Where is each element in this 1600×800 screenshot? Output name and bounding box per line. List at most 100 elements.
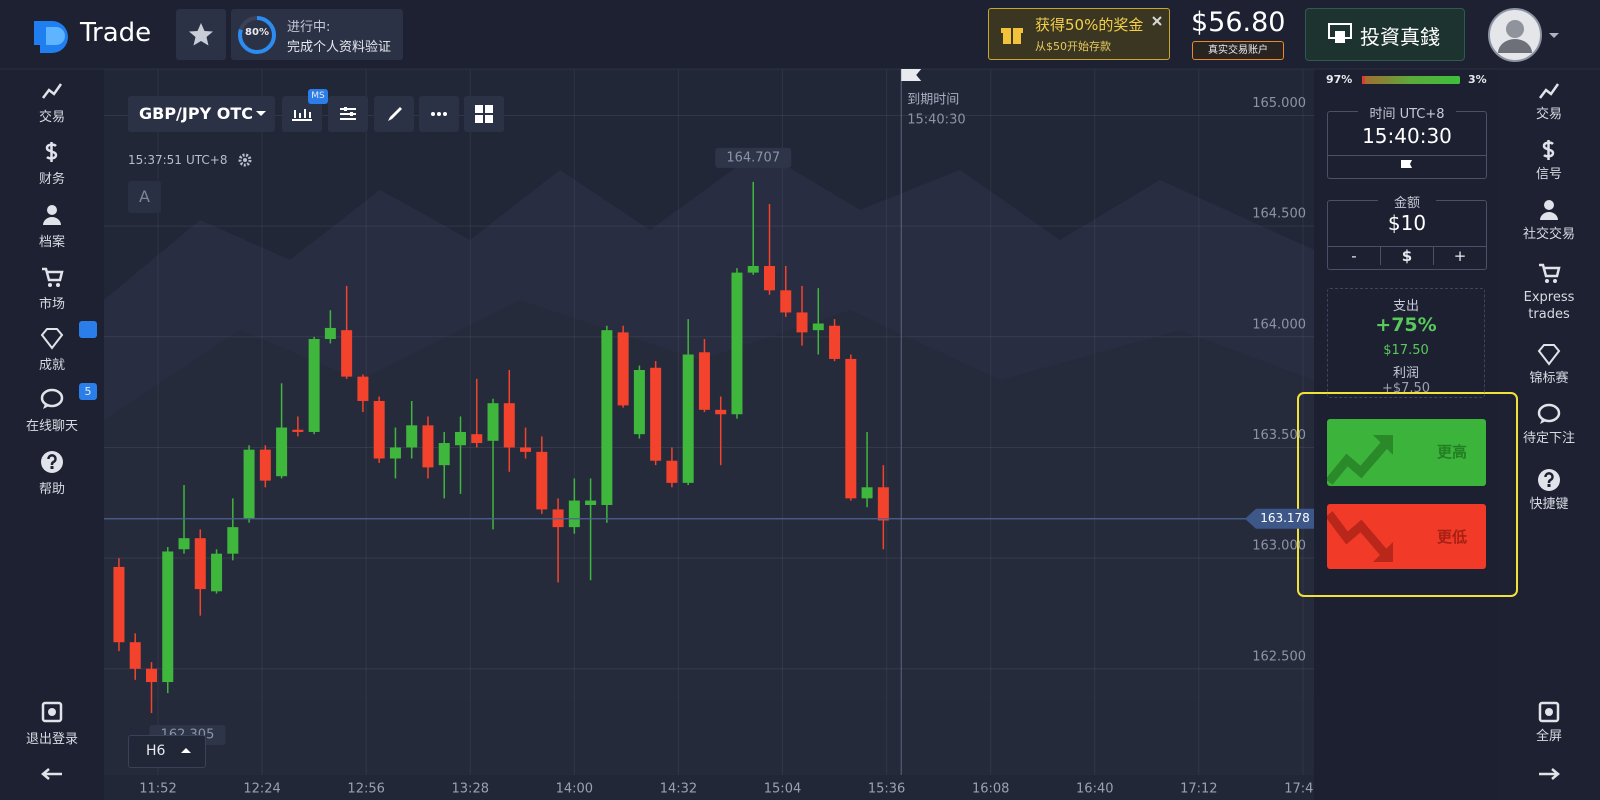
minus[interactable]: - — [1328, 247, 1381, 265]
nav-label: 档案 — [38, 235, 65, 250]
favorite[interactable] — [176, 9, 226, 60]
candle-body — [568, 500, 580, 528]
candle-body — [227, 527, 239, 554]
lower-button[interactable]: 更低 — [1327, 504, 1486, 569]
sentiment-up: 3% — [1468, 73, 1487, 86]
currency[interactable]: $ — [1381, 247, 1434, 265]
draw[interactable] — [374, 96, 414, 132]
y-tick-label: 164.500 — [1252, 207, 1306, 222]
profit: +$7.50 — [1381, 381, 1431, 396]
cta[interactable]: 投資真錢 — [1305, 8, 1465, 61]
candle-body — [650, 367, 662, 461]
x-tick-label: 15:36 — [868, 782, 905, 797]
close[interactable] — [1151, 15, 1163, 27]
nav-icon — [45, 142, 58, 162]
nav-item[interactable]: 在线聊天 — [0, 387, 104, 434]
expand[interactable] — [1537, 766, 1561, 780]
badge: MS — [308, 89, 328, 104]
higher-label: 更高 — [1437, 443, 1468, 461]
time-box[interactable]: 时间 UTC+8 15:40:30 — [1327, 103, 1487, 179]
nav-label: 信号 — [1535, 167, 1562, 182]
more[interactable] — [419, 96, 459, 132]
logo-icon — [34, 21, 68, 53]
sentiment-down: 97% — [1326, 73, 1353, 86]
nav-item[interactable]: 信号 — [1498, 138, 1600, 183]
high-marker-bg — [715, 147, 792, 168]
progress-arc — [238, 16, 276, 54]
candle-body — [454, 431, 466, 446]
payout: +75% — [1375, 314, 1437, 336]
nav-icon — [41, 701, 63, 723]
bonus-card[interactable]: 获得50%的奖金 从$50开始存款 — [988, 8, 1170, 60]
x-tick-label: 14:32 — [660, 782, 697, 797]
drawing-mode[interactable]: A — [128, 181, 161, 213]
candle-body — [389, 447, 401, 459]
timeframe[interactable]: H6 — [128, 735, 206, 768]
candle-body — [796, 312, 808, 333]
candle-body — [308, 339, 320, 432]
nav-item[interactable]: 锦标赛 — [1498, 342, 1600, 387]
expiry-label: 到期时间 — [907, 93, 959, 108]
profit-label: 利润 — [1392, 366, 1419, 381]
x-tick-label: 14:00 — [556, 782, 593, 797]
amount-box[interactable]: 金额 $10 - $ + — [1327, 192, 1487, 270]
nav-label: 财务 — [38, 172, 65, 187]
candle-body — [211, 553, 223, 592]
nav-item[interactable]: 全屏 — [1498, 700, 1600, 745]
nav-label: Express trades — [1523, 290, 1575, 322]
nav-item[interactable]: 待定下注 — [1498, 402, 1600, 447]
candle-body — [698, 352, 710, 410]
candle-body — [178, 538, 190, 550]
cta-label: 投資真錢 — [1360, 25, 1440, 49]
nav-item[interactable]: 帮助 — [0, 450, 104, 497]
nav-item[interactable]: 社交交易 — [1498, 198, 1600, 243]
nav-icon — [42, 267, 64, 287]
settings[interactable] — [328, 96, 368, 132]
nav-item[interactable]: 快捷键 — [1498, 468, 1600, 513]
nav-item[interactable]: 市场 — [0, 265, 104, 312]
expiry-flag — [901, 69, 922, 81]
candle-body — [520, 447, 532, 452]
x-tick-label: 16:08 — [972, 782, 1009, 797]
account-type[interactable]: 真实交易账户 — [1192, 41, 1284, 60]
nav-icon — [41, 451, 63, 473]
highlight — [1297, 392, 1518, 597]
candle-body — [666, 460, 678, 483]
candle-body — [471, 434, 483, 444]
nav-label: 交易 — [1535, 107, 1562, 122]
gear[interactable] — [238, 153, 252, 167]
candle-body — [373, 400, 385, 459]
candle-body — [406, 425, 418, 448]
price-tag — [1245, 508, 1314, 529]
layout[interactable] — [464, 96, 504, 132]
candle-body — [812, 323, 824, 331]
nav-item[interactable]: 财务 — [0, 140, 104, 187]
avatar[interactable] — [1488, 7, 1568, 63]
candle-body — [276, 427, 288, 477]
candle-body — [113, 566, 125, 643]
candle-body — [829, 325, 841, 359]
nav-icon — [1542, 140, 1555, 160]
plus[interactable]: + — [1453, 247, 1467, 265]
candle-body — [243, 449, 255, 519]
nav-item[interactable]: 成就 — [0, 326, 104, 373]
x-tick-label: 11:52 — [139, 782, 176, 797]
nav-item[interactable]: 交易 — [0, 78, 104, 125]
nav-label: 市场 — [38, 297, 65, 312]
asset-select[interactable]: GBP/JPY OTC — [128, 96, 275, 132]
nav-item[interactable]: 交易 — [1498, 78, 1600, 123]
nav-icon — [1538, 469, 1560, 491]
progress-card[interactable]: 80% 进行中: 完成个人资料验证 — [231, 9, 403, 60]
nav-icon — [1537, 403, 1561, 424]
nav-item[interactable]: Express trades — [1498, 261, 1600, 323]
collapse[interactable] — [40, 766, 64, 780]
nav-item[interactable]: 档案 — [0, 203, 104, 250]
progress-label: 80% — [245, 27, 269, 38]
higher-button[interactable]: 更高 — [1327, 419, 1486, 486]
bonus-title: 获得50%的奖金 — [1035, 16, 1144, 34]
candle-body — [341, 330, 353, 377]
logout[interactable]: 退出登录 — [0, 700, 104, 747]
x-tick-label: 16:40 — [1076, 782, 1113, 797]
x-tick-label: 12:56 — [347, 782, 384, 797]
